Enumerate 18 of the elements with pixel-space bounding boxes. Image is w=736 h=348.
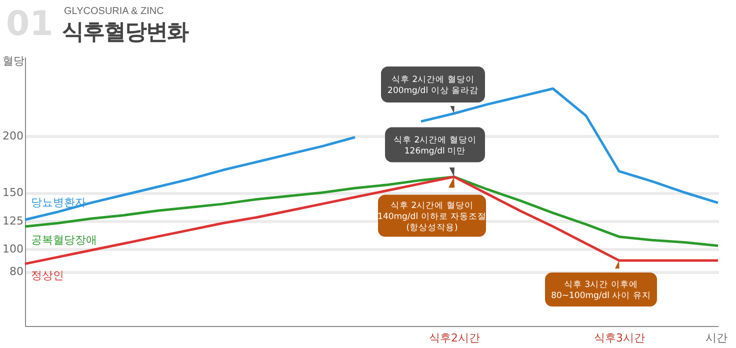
annotation: 식후 2시간에 혈당이 200mg/dl 이상 올라감 (388, 75, 478, 96)
y-tick-label: 100 (2, 242, 24, 256)
y-tick-label: 80 (10, 265, 24, 278)
annotation: 식후 2시간에 혈당이 140mg/dl 이하로 자동조절 (항상성작용) (378, 200, 486, 233)
series-label: 당뇨병환자 (31, 196, 86, 209)
y-axis-title: 혈당 (2, 54, 24, 68)
annotation: 식후 2시간에 혈당이 126mg/dl 미만 (394, 135, 476, 156)
x-tick-label: 식후2시간 (429, 332, 480, 344)
y-tick-label: 125 (2, 214, 24, 228)
y-tick-label: 200 (2, 130, 24, 143)
series-label: 정상인 (31, 268, 64, 282)
series-label: 공복혈당장애 (31, 234, 97, 247)
x-axis-title: 시간 (706, 332, 728, 344)
x-tick-label: 식후3시간 (594, 332, 645, 344)
chart-title: 식후혈당변화 (62, 19, 188, 47)
y-tick-label: 150 (2, 186, 24, 200)
chart-subtitle: GLYCOSURIA & ZINC (64, 6, 164, 17)
annotation: 식후 3시간 이후에 80~100mg/dl 사이 유지 (551, 280, 651, 301)
